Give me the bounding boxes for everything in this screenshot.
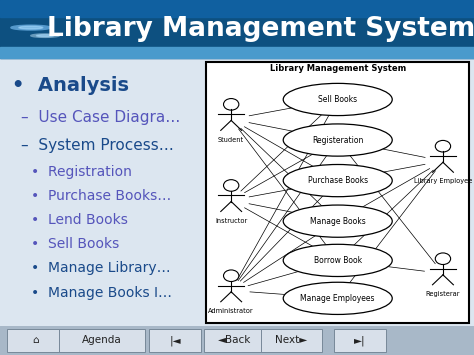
Text: ⌂: ⌂ [32, 335, 39, 345]
Text: Library Management System: Library Management System [46, 16, 474, 42]
Text: •  Sell Books: • Sell Books [31, 237, 119, 251]
FancyBboxPatch shape [149, 328, 201, 353]
FancyBboxPatch shape [7, 328, 64, 353]
Ellipse shape [224, 99, 239, 110]
FancyBboxPatch shape [59, 328, 145, 353]
Ellipse shape [435, 141, 451, 152]
FancyBboxPatch shape [261, 328, 322, 353]
Text: Borrow Book: Borrow Book [314, 256, 362, 265]
Text: –  Use Case Diagra…: – Use Case Diagra… [21, 110, 181, 125]
Ellipse shape [283, 124, 392, 156]
Text: •  Registration: • Registration [31, 165, 132, 179]
Text: Next►: Next► [275, 335, 308, 345]
Text: Library Employee: Library Employee [414, 179, 472, 184]
Text: –  System Process…: – System Process… [21, 138, 174, 153]
Ellipse shape [283, 244, 392, 277]
Text: Library Management System: Library Management System [270, 64, 406, 73]
Text: •  Manage Library…: • Manage Library… [31, 262, 171, 275]
Text: Manage Employees: Manage Employees [301, 294, 375, 303]
FancyBboxPatch shape [334, 328, 386, 353]
Bar [0, 0, 474, 17]
Circle shape [11, 25, 51, 30]
Text: Registerar: Registerar [426, 291, 460, 297]
Text: Purchase Books: Purchase Books [308, 176, 368, 185]
Ellipse shape [435, 253, 451, 264]
Ellipse shape [283, 205, 392, 237]
Text: Registeration: Registeration [312, 136, 364, 144]
Text: ◄Back: ◄Back [218, 335, 251, 345]
Text: •  Manage Books I…: • Manage Books I… [31, 286, 172, 300]
Text: Administrator: Administrator [209, 308, 254, 314]
Text: Sell Books: Sell Books [318, 95, 357, 104]
Circle shape [31, 34, 59, 37]
Text: •  Purchase Books…: • Purchase Books… [31, 189, 171, 203]
Text: •  Lend Books: • Lend Books [31, 213, 128, 227]
Text: ►|: ►| [355, 335, 366, 346]
Text: Instructor: Instructor [215, 218, 247, 224]
Text: •  Analysis: • Analysis [12, 76, 129, 95]
Circle shape [19, 26, 43, 29]
Text: Manage Books: Manage Books [310, 217, 365, 226]
Ellipse shape [224, 270, 239, 282]
FancyBboxPatch shape [204, 328, 265, 353]
Ellipse shape [283, 282, 392, 315]
Ellipse shape [283, 83, 392, 116]
Text: Student: Student [218, 137, 244, 143]
Ellipse shape [283, 164, 392, 197]
Text: |◄: |◄ [170, 335, 181, 346]
Bar [206, 61, 469, 323]
Bar [0, 47, 474, 58]
Circle shape [36, 35, 54, 37]
Ellipse shape [224, 180, 239, 191]
Text: Agenda: Agenda [82, 335, 122, 345]
